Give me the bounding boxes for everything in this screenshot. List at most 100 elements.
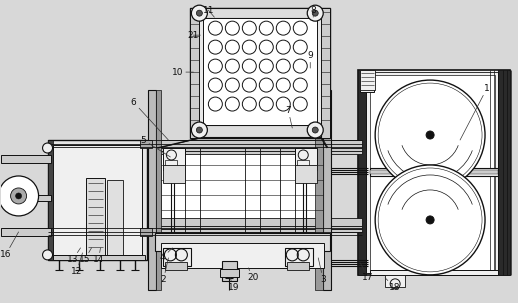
Bar bbox=[85, 178, 106, 258]
Bar bbox=[295, 148, 317, 170]
Circle shape bbox=[196, 10, 203, 16]
Bar bbox=[358, 70, 366, 275]
Circle shape bbox=[10, 188, 26, 204]
Circle shape bbox=[276, 40, 290, 54]
Circle shape bbox=[276, 59, 290, 73]
Text: 16: 16 bbox=[0, 232, 19, 259]
Circle shape bbox=[312, 10, 318, 16]
Circle shape bbox=[225, 59, 239, 73]
Text: 15: 15 bbox=[79, 248, 92, 265]
Text: 6: 6 bbox=[131, 98, 168, 140]
Circle shape bbox=[208, 78, 222, 92]
Bar bbox=[191, 8, 330, 138]
Circle shape bbox=[196, 127, 203, 133]
Text: 4: 4 bbox=[160, 248, 172, 262]
Bar bbox=[297, 160, 309, 170]
Bar bbox=[52, 255, 146, 260]
Circle shape bbox=[42, 143, 52, 153]
Text: 21: 21 bbox=[188, 31, 200, 40]
Bar bbox=[323, 90, 331, 290]
Bar bbox=[358, 70, 510, 275]
Circle shape bbox=[260, 59, 274, 73]
Bar bbox=[199, 8, 321, 18]
Text: 13: 13 bbox=[67, 248, 80, 265]
Circle shape bbox=[307, 122, 323, 138]
Circle shape bbox=[242, 97, 256, 111]
Bar bbox=[1, 228, 51, 236]
Bar bbox=[222, 261, 237, 281]
Text: 19: 19 bbox=[227, 278, 239, 292]
Bar bbox=[140, 218, 362, 226]
Bar bbox=[360, 70, 375, 90]
Bar bbox=[204, 18, 317, 125]
Text: 5: 5 bbox=[140, 135, 170, 157]
Text: 10: 10 bbox=[171, 68, 193, 77]
Bar bbox=[165, 262, 188, 270]
Text: 8: 8 bbox=[310, 6, 316, 17]
Bar bbox=[140, 229, 362, 232]
Circle shape bbox=[225, 97, 239, 111]
Text: 9: 9 bbox=[307, 51, 313, 68]
Circle shape bbox=[293, 59, 307, 73]
Bar bbox=[165, 160, 177, 170]
Text: 18: 18 bbox=[385, 278, 401, 292]
Text: 17: 17 bbox=[360, 263, 374, 282]
Bar bbox=[360, 70, 374, 92]
Bar bbox=[163, 165, 185, 183]
Bar bbox=[498, 70, 510, 275]
Circle shape bbox=[242, 40, 256, 54]
Circle shape bbox=[293, 97, 307, 111]
Circle shape bbox=[307, 5, 323, 21]
Bar bbox=[162, 243, 324, 268]
Circle shape bbox=[225, 78, 239, 92]
Bar bbox=[140, 148, 362, 151]
Text: 2: 2 bbox=[161, 258, 168, 284]
Circle shape bbox=[191, 122, 207, 138]
Bar bbox=[199, 125, 321, 137]
Circle shape bbox=[260, 21, 274, 35]
Bar bbox=[162, 148, 323, 233]
Circle shape bbox=[375, 165, 485, 275]
Bar bbox=[295, 165, 317, 183]
Circle shape bbox=[42, 250, 52, 260]
Circle shape bbox=[242, 21, 256, 35]
Bar bbox=[285, 248, 313, 266]
Bar bbox=[315, 90, 323, 290]
Circle shape bbox=[293, 40, 307, 54]
Circle shape bbox=[276, 78, 290, 92]
Circle shape bbox=[276, 97, 290, 111]
Text: 11: 11 bbox=[203, 6, 214, 17]
Bar bbox=[370, 270, 498, 275]
Text: 14: 14 bbox=[93, 248, 104, 265]
Bar bbox=[163, 248, 191, 266]
Bar bbox=[155, 233, 330, 251]
Text: 20: 20 bbox=[248, 268, 259, 282]
Circle shape bbox=[293, 21, 307, 35]
Bar bbox=[48, 140, 52, 260]
Circle shape bbox=[426, 131, 434, 139]
Circle shape bbox=[293, 78, 307, 92]
Bar bbox=[287, 262, 309, 270]
Bar bbox=[140, 140, 152, 148]
Circle shape bbox=[426, 216, 434, 224]
Bar bbox=[220, 269, 239, 277]
Bar bbox=[191, 8, 199, 138]
Ellipse shape bbox=[64, 179, 81, 211]
Circle shape bbox=[260, 40, 274, 54]
Bar bbox=[140, 226, 362, 229]
Text: 7: 7 bbox=[285, 105, 292, 128]
Circle shape bbox=[225, 40, 239, 54]
Bar bbox=[370, 170, 498, 174]
Bar bbox=[140, 228, 152, 236]
Circle shape bbox=[312, 127, 318, 133]
Bar bbox=[370, 75, 495, 270]
Bar bbox=[1, 195, 51, 201]
Circle shape bbox=[208, 21, 222, 35]
Bar bbox=[163, 148, 185, 170]
Circle shape bbox=[0, 176, 38, 216]
Text: 12: 12 bbox=[71, 253, 82, 276]
Circle shape bbox=[375, 80, 485, 190]
Bar bbox=[321, 8, 330, 138]
Circle shape bbox=[276, 21, 290, 35]
Bar bbox=[149, 90, 156, 290]
